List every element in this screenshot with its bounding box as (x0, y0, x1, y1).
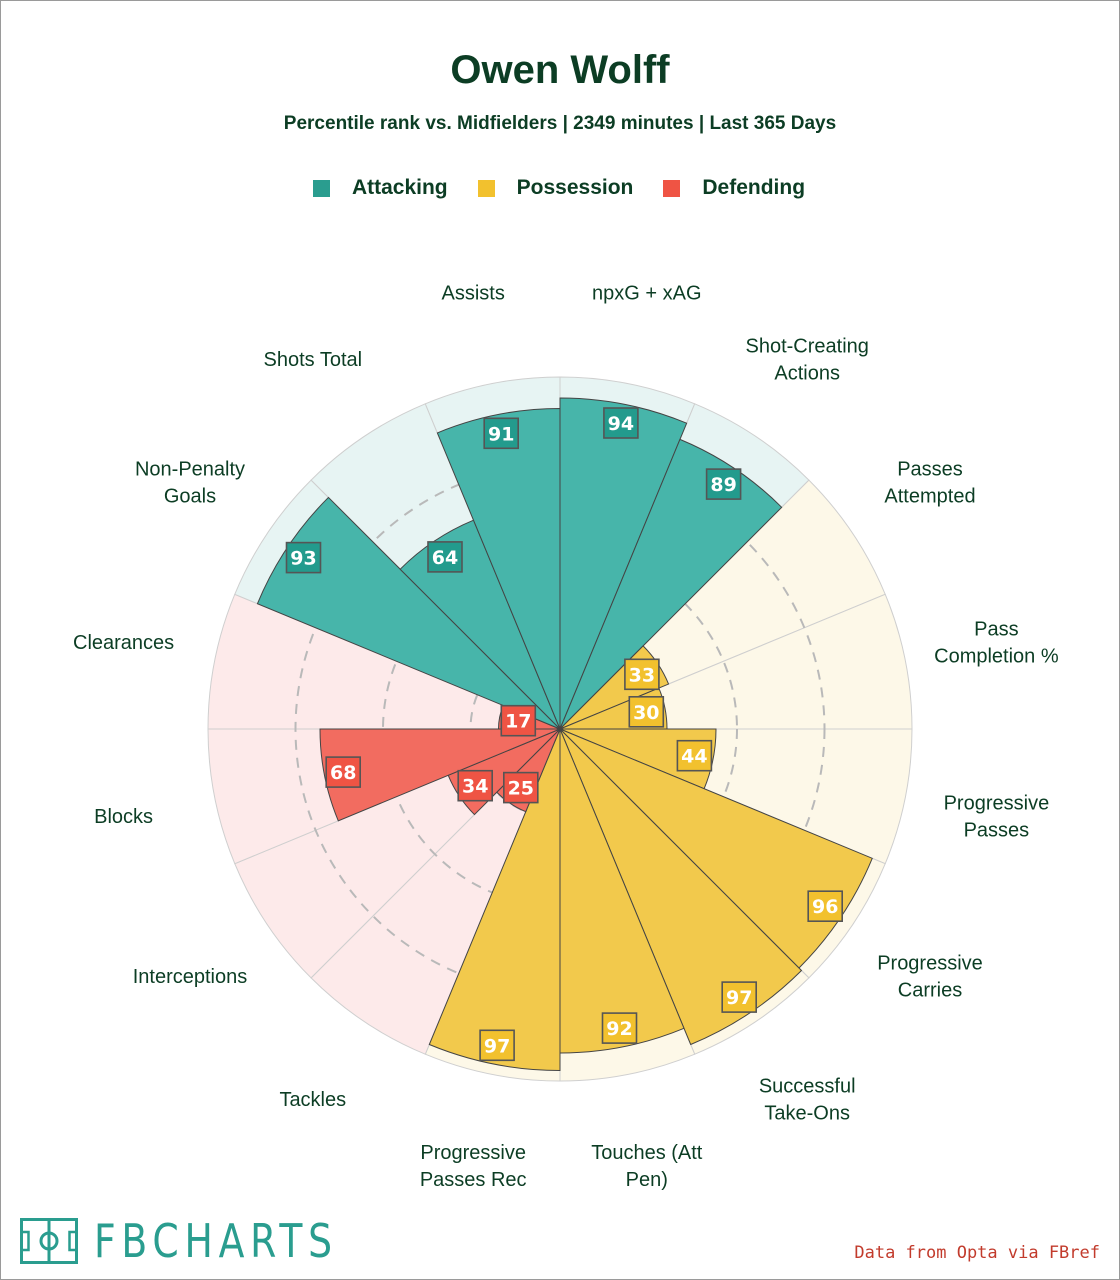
value-box-assists: 91 (483, 417, 520, 450)
bg-wedge-tackles (310, 728, 561, 1055)
value-label: 96 (812, 896, 838, 918)
legend-item-attacking: Attacking (312, 176, 448, 200)
metric-label-npxg-xag: npxG + xAG (592, 283, 702, 305)
value-box-progressive-passes: 44 (676, 739, 713, 772)
pitch-icon (20, 1218, 78, 1264)
metric-label-clearances: Clearances (73, 632, 174, 654)
value-box-progressive-passes-rec: 97 (479, 1029, 515, 1062)
legend-label-defending: Defending (702, 176, 806, 199)
metric-label-non-penalty-goals: Non-Penalty Goals (135, 458, 245, 507)
bg-wedge-clearances (207, 593, 561, 730)
chart-subtitle: Percentile rank vs. Midfielders | 2349 m… (283, 113, 837, 134)
value-box-touches-att-pen: 92 (601, 1012, 638, 1044)
legend-swatch-defending (663, 179, 681, 197)
metric-label-pass-completion: Pass Completion % (934, 619, 1059, 668)
value-label: 91 (488, 423, 514, 445)
metric-label-shot-creating-actions: Shot-Creating Actions (745, 336, 868, 385)
value-box-non-penalty-goals: 93 (285, 541, 322, 574)
value-label: 34 (462, 776, 488, 798)
value-label: 94 (608, 413, 634, 435)
bar-assists (436, 407, 561, 730)
value-label: 89 (710, 474, 736, 496)
metric-label-passes-attempted: Passes Attempted (884, 458, 975, 507)
value-label: 64 (432, 547, 458, 569)
value-label: 97 (726, 987, 752, 1009)
value-box-clearances: 17 (500, 704, 537, 737)
legend-item-possession: Possession (477, 176, 634, 200)
value-box-interceptions: 34 (457, 769, 494, 802)
metric-label-progressive-passes: Progressive Passes (944, 792, 1050, 841)
metric-label-interceptions: Interceptions (133, 966, 248, 988)
bar-progressive-passes-rec (428, 728, 561, 1072)
legend: Attacking Possession Defending (0, 176, 1120, 200)
value-label: 17 (505, 711, 531, 733)
legend-label-attacking: Attacking (351, 176, 448, 199)
value-box-passes-attempted: 33 (624, 658, 660, 691)
value-box-blocks: 68 (325, 756, 362, 788)
brand-name: FBCHARTS (94, 1214, 338, 1268)
legend-swatch-attacking (312, 179, 330, 197)
value-label: 44 (681, 746, 707, 768)
metric-label-tackles: Tackles (279, 1089, 346, 1111)
metric-label-shots-total: Shots Total (264, 349, 363, 371)
legend-label-possession: Possession (516, 176, 634, 199)
value-label: 33 (629, 664, 655, 686)
metric-label-blocks: Blocks (94, 806, 153, 828)
legend-item-defending: Defending (663, 176, 805, 200)
legend-swatch-possession (477, 179, 495, 197)
metric-label-successful-take-ons: Successful Take-Ons (759, 1076, 856, 1125)
fbcharts-logo: FBCHARTS (20, 1214, 391, 1268)
metric-label-touches-att-pen: Touches (Att Pen) (591, 1142, 703, 1191)
bar-touches-att-pen (559, 728, 685, 1054)
value-label: 97 (484, 1035, 510, 1057)
value-label: 92 (606, 1018, 632, 1040)
bar-blocks (319, 728, 561, 822)
value-label: 68 (330, 762, 356, 784)
value-box-npxg-xag: 94 (603, 407, 639, 439)
value-label: 25 (508, 778, 534, 800)
chart-title: Owen Wolff (450, 48, 670, 92)
value-box-shot-creating-actions: 89 (705, 468, 742, 500)
value-label: 30 (633, 702, 659, 724)
metric-label-progressive-passes-rec: Progressive Passes Rec (420, 1142, 527, 1191)
data-credit: Data from Opta via FBref (854, 1243, 1100, 1263)
metric-label-progressive-carries: Progressive Carries (877, 953, 983, 1002)
metric-label-assists: Assists (442, 283, 505, 305)
value-box-successful-take-ons: 97 (721, 981, 758, 1013)
value-box-pass-completion: 30 (628, 695, 665, 728)
value-box-progressive-carries: 96 (807, 890, 844, 923)
bar-npxg-xag (559, 397, 688, 730)
value-label: 93 (290, 548, 316, 570)
value-box-tackles: 25 (502, 771, 539, 804)
value-box-shots-total: 64 (427, 541, 463, 573)
